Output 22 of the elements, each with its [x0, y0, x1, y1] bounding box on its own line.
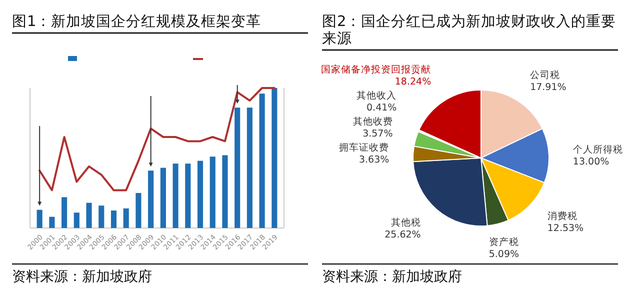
data-label: 12.53% — [547, 223, 584, 234]
slice-label: 公司税 — [530, 69, 560, 82]
slice-label: 其他收入 — [356, 89, 397, 102]
data-label: 25.62% — [384, 230, 421, 241]
data-label: 3.63% — [358, 154, 390, 166]
text: 资料来源：新加坡政府 — [322, 269, 462, 285]
slice-label: 其他税 — [390, 216, 421, 229]
data-label: 17.91% — [530, 82, 566, 94]
chart-title: 图1：新加坡国企分红规模及框架变革 — [12, 13, 262, 30]
text: 资料来源：新加坡政府 — [12, 269, 152, 285]
data-label: 5.09% — [488, 249, 520, 260]
slice-label: 国家储备净投资回报贡献 — [321, 63, 432, 76]
data-label: 13.00% — [572, 156, 610, 168]
data-label: 3.57% — [362, 128, 393, 140]
chart-title: 图2：国企分红已成为新加坡财政收入的重要来源 — [322, 13, 616, 47]
data-label: 0.41% — [366, 102, 397, 114]
data-label: 18.24% — [394, 76, 432, 88]
slice-label: 拥车证收费 — [339, 141, 390, 154]
slice-label: 其他收费 — [352, 115, 393, 128]
slice-label: 个人所得税 — [572, 144, 623, 156]
slice-label: 消费税 — [547, 210, 578, 222]
slice-label: 资产税 — [488, 236, 519, 248]
